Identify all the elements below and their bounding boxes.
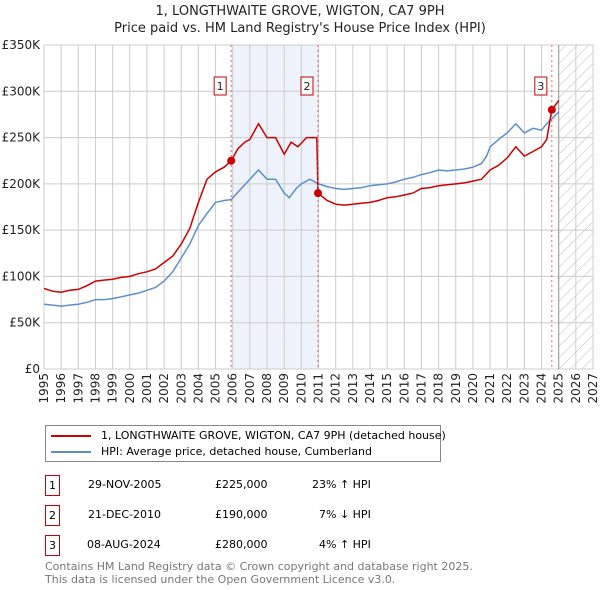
sale-number: 1 bbox=[45, 475, 60, 496]
x-tick-label: 2001 bbox=[140, 373, 154, 404]
sale-point bbox=[227, 156, 236, 165]
footer-licence: This data is licensed under the Open Gov… bbox=[45, 573, 396, 586]
sale-label: 3 bbox=[537, 80, 544, 93]
x-tick-label: 2022 bbox=[500, 373, 514, 404]
y-tick-label: £300K bbox=[2, 84, 42, 98]
x-tick-label: 2005 bbox=[209, 373, 223, 404]
sale-number: 2 bbox=[45, 505, 60, 526]
sale-hpi: 23% ↑ HPI bbox=[312, 478, 371, 491]
x-tick-label: 2026 bbox=[569, 373, 583, 404]
x-tick-label: 2024 bbox=[535, 373, 549, 404]
y-tick-label: £250K bbox=[2, 131, 42, 145]
x-tick-label: 2006 bbox=[226, 373, 240, 404]
x-tick-label: 2014 bbox=[363, 373, 377, 404]
sale-row-2: 2 21-DEC-2010 £190,000 7% ↓ HPI bbox=[45, 505, 385, 526]
property-series-line bbox=[44, 100, 560, 293]
x-tick-label: 2020 bbox=[466, 373, 480, 404]
sale-row-1: 1 29-NOV-2005 £225,000 23% ↑ HPI bbox=[45, 475, 385, 496]
x-tick-label: 1997 bbox=[71, 373, 85, 404]
sale-label: 1 bbox=[217, 80, 224, 93]
sale-label-box bbox=[534, 76, 548, 96]
x-tick-label: 2016 bbox=[397, 373, 411, 404]
sale-hpi: 4% ↑ HPI bbox=[319, 538, 371, 551]
sale-price: £225,000 bbox=[215, 478, 268, 491]
hpi-series-line bbox=[44, 111, 560, 307]
chart-subtitle: Price paid vs. HM Land Registry's House … bbox=[114, 21, 486, 36]
price-chart: 1995 1996 1997 1998 1999 2000 2001 2002 2003 2004… bbox=[2, 38, 600, 404]
x-tick-label: 2027 bbox=[586, 373, 600, 404]
x-tick-label: 2007 bbox=[243, 373, 257, 404]
legend-swatch-blue bbox=[51, 451, 91, 453]
x-tick-label: 2009 bbox=[277, 373, 291, 404]
chart-title: 1, LONGTHWAITE GROVE, WIGTON, CA7 9PH bbox=[155, 4, 445, 19]
x-tick-label: 2003 bbox=[174, 373, 188, 404]
x-tick-label: 2011 bbox=[312, 373, 326, 404]
x-tick-label: 2023 bbox=[517, 373, 531, 404]
x-tick-label: 2018 bbox=[432, 373, 446, 404]
sale-date: 21-DEC-2010 bbox=[88, 508, 162, 521]
y-tick-label: £0 bbox=[25, 362, 40, 376]
sale-hpi: 7% ↓ HPI bbox=[319, 508, 371, 521]
shaded-span bbox=[231, 45, 318, 369]
x-tick-label: 1999 bbox=[106, 373, 120, 404]
x-tick-label: 2004 bbox=[191, 373, 205, 404]
sale-price: £190,000 bbox=[215, 508, 268, 521]
sale-date: 08-AUG-2024 bbox=[87, 538, 161, 551]
x-tick-label: 2015 bbox=[380, 373, 394, 404]
sale-label-box bbox=[213, 76, 227, 96]
y-tick-label: £200K bbox=[2, 177, 42, 191]
x-tick-label: 2012 bbox=[329, 373, 343, 404]
x-tick-label: 2002 bbox=[157, 373, 171, 404]
x-tick-label: 2021 bbox=[483, 373, 497, 404]
legend-item-property: 1, LONGTHWAITE GROVE, WIGTON, CA7 9PH (d… bbox=[51, 429, 446, 442]
x-tick-label: 1998 bbox=[88, 373, 102, 404]
footer: Contains HM Land Registry data © Crown c… bbox=[45, 560, 473, 586]
sale-number: 3 bbox=[45, 535, 60, 556]
y-tick-label: £100K bbox=[2, 269, 42, 283]
x-tick-label: 1995 bbox=[37, 373, 51, 404]
legend-swatch-red bbox=[51, 435, 91, 437]
x-tick-label: 2008 bbox=[260, 373, 274, 404]
x-tick-label: 2013 bbox=[346, 373, 360, 404]
sale-label: 2 bbox=[303, 80, 310, 93]
sale-date: 29-NOV-2005 bbox=[88, 478, 162, 491]
x-tick-label: 2019 bbox=[449, 373, 463, 404]
x-tick-label: 2017 bbox=[414, 373, 428, 404]
legend: 1, LONGTHWAITE GROVE, WIGTON, CA7 9PH (d… bbox=[45, 425, 446, 462]
y-tick-label: £150K bbox=[2, 223, 42, 237]
sale-point bbox=[313, 189, 322, 198]
y-tick-label: £350K bbox=[2, 38, 42, 52]
sale-row-3: 3 08-AUG-2024 £280,000 4% ↑ HPI bbox=[45, 535, 385, 556]
sale-point bbox=[547, 105, 556, 114]
sale-price: £280,000 bbox=[215, 538, 268, 551]
sale-label-box bbox=[300, 76, 314, 96]
legend-label: 1, LONGTHWAITE GROVE, WIGTON, CA7 9PH (d… bbox=[101, 429, 446, 442]
legend-label: HPI: Average price, detached house, Cumb… bbox=[101, 445, 373, 458]
x-tick-label: 2025 bbox=[552, 373, 566, 404]
legend-item-hpi: HPI: Average price, detached house, Cumb… bbox=[51, 445, 372, 458]
y-tick-label: £50K bbox=[9, 316, 41, 330]
x-tick-label: 2010 bbox=[294, 373, 308, 404]
x-tick-label: 2000 bbox=[123, 373, 137, 404]
footer-copyright: Contains HM Land Registry data © Crown c… bbox=[45, 560, 473, 573]
x-tick-label: 1996 bbox=[54, 373, 68, 404]
